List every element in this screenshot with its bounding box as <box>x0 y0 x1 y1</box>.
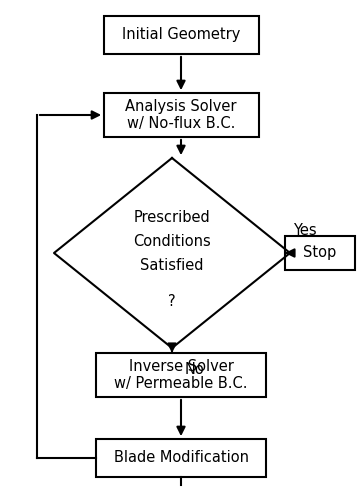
Text: Initial Geometry: Initial Geometry <box>122 28 240 42</box>
Text: Prescribed: Prescribed <box>134 210 211 224</box>
Text: w/ Permeable B.C.: w/ Permeable B.C. <box>114 376 248 391</box>
Text: w/ No-flux B.C.: w/ No-flux B.C. <box>127 116 235 131</box>
Text: Inverse Solver: Inverse Solver <box>129 359 233 374</box>
Bar <box>103 93 258 137</box>
Text: Analysis Solver: Analysis Solver <box>125 99 237 114</box>
Bar <box>96 439 266 477</box>
Bar <box>285 236 355 270</box>
Text: No: No <box>185 362 205 377</box>
Text: ?: ? <box>168 294 176 308</box>
Text: Stop: Stop <box>303 246 337 260</box>
Text: Yes: Yes <box>293 223 317 238</box>
Text: Satisfied: Satisfied <box>140 258 204 272</box>
Polygon shape <box>54 158 290 348</box>
Bar <box>96 353 266 397</box>
Text: Conditions: Conditions <box>133 234 211 248</box>
Bar <box>103 16 258 54</box>
Text: Blade Modification: Blade Modification <box>114 450 249 466</box>
